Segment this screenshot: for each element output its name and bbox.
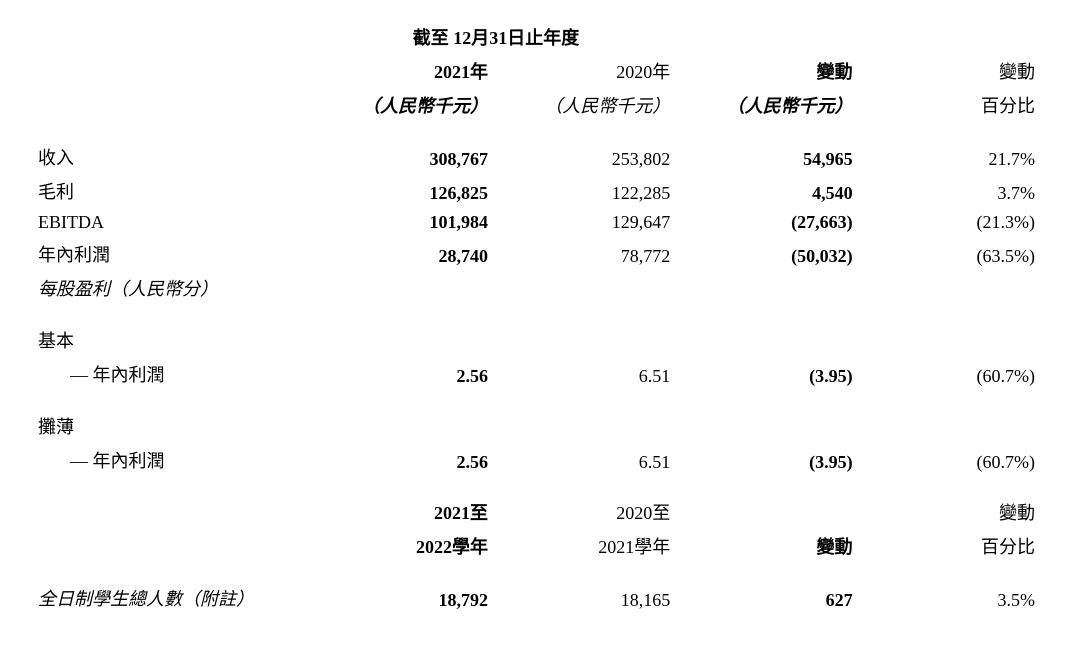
ebitda-c2: 129,647 — [496, 208, 678, 237]
row-revenue: 收入 308,767 253,802 54,965 21.7% — [30, 140, 1043, 174]
row-diluted-profit: — 年內利潤 2.56 6.51 (3.95) (60.7%) — [30, 443, 1043, 477]
header2-row-line1: 2021至 2020至 變動 — [30, 495, 1043, 529]
col1-year: 2021年 — [314, 54, 496, 88]
gross-profit-c1: 126,825 — [314, 174, 496, 208]
col4-label: 變動 — [861, 54, 1043, 88]
row-basic-profit: — 年內利潤 2.56 6.51 (3.95) (60.7%) — [30, 357, 1043, 391]
h2-col4-l2: 百分比 — [861, 529, 1043, 563]
revenue-c3: 54,965 — [678, 140, 860, 174]
students-c2: 18,165 — [496, 581, 678, 615]
header2-row-line2: 2022學年 2021學年 變動 百分比 — [30, 529, 1043, 563]
students-c4: 3.5% — [861, 581, 1043, 615]
diluted-profit-c1: 2.56 — [314, 443, 496, 477]
h2-col1-l1: 2021至 — [314, 495, 496, 529]
row-diluted-header: 攤薄 — [30, 409, 1043, 443]
ebitda-c1: 101,984 — [314, 208, 496, 237]
basic-header-label: 基本 — [30, 323, 314, 357]
row-gross-profit: 毛利 126,825 122,285 4,540 3.7% — [30, 174, 1043, 208]
gross-profit-c2: 122,285 — [496, 174, 678, 208]
diluted-profit-label: — 年內利潤 — [30, 443, 314, 477]
ebitda-c4: (21.3%) — [861, 208, 1043, 237]
diluted-profit-c2: 6.51 — [496, 443, 678, 477]
year-profit-c2: 78,772 — [496, 237, 678, 271]
row-ebitda: EBITDA 101,984 129,647 (27,663) (21.3%) — [30, 208, 1043, 237]
h2-col3-label: 變動 — [678, 529, 860, 563]
h2-col2-l2: 2021學年 — [496, 529, 678, 563]
row-year-profit: 年內利潤 28,740 78,772 (50,032) (63.5%) — [30, 237, 1043, 271]
col4-unit: 百分比 — [861, 88, 1043, 122]
students-c3: 627 — [678, 581, 860, 615]
h2-col4-l1: 變動 — [861, 495, 1043, 529]
header-row-year: 2021年 2020年 變動 變動 — [30, 54, 1043, 88]
col1-unit: （人民幣千元） — [314, 88, 496, 122]
eps-header-label: 每股盈利（人民幣分） — [30, 271, 314, 305]
col2-year: 2020年 — [496, 54, 678, 88]
diluted-header-label: 攤薄 — [30, 409, 314, 443]
year-profit-c4: (63.5%) — [861, 237, 1043, 271]
revenue-c2: 253,802 — [496, 140, 678, 174]
students-c1: 18,792 — [314, 581, 496, 615]
students-label: 全日制學生總人數（附註） — [30, 581, 314, 615]
row-students: 全日制學生總人數（附註） 18,792 18,165 627 3.5% — [30, 581, 1043, 615]
revenue-c4: 21.7% — [861, 140, 1043, 174]
revenue-c1: 308,767 — [314, 140, 496, 174]
year-profit-c1: 28,740 — [314, 237, 496, 271]
col2-unit: （人民幣千元） — [496, 88, 678, 122]
row-basic-header: 基本 — [30, 323, 1043, 357]
header-row-period: 截至 12月31日止年度 — [30, 20, 1043, 54]
basic-profit-c3: (3.95) — [678, 357, 860, 391]
gross-profit-label: 毛利 — [30, 174, 314, 208]
row-eps-header: 每股盈利（人民幣分） — [30, 271, 1043, 305]
basic-profit-c2: 6.51 — [496, 357, 678, 391]
basic-profit-c4: (60.7%) — [861, 357, 1043, 391]
header-row-unit: （人民幣千元） （人民幣千元） （人民幣千元） 百分比 — [30, 88, 1043, 122]
gross-profit-c4: 3.7% — [861, 174, 1043, 208]
financial-table: 截至 12月31日止年度 2021年 2020年 變動 變動 （人民幣千元） （… — [30, 20, 1043, 615]
ebitda-c3: (27,663) — [678, 208, 860, 237]
revenue-label: 收入 — [30, 140, 314, 174]
year-profit-label: 年內利潤 — [30, 237, 314, 271]
h2-col1-l2: 2022學年 — [314, 529, 496, 563]
gross-profit-c3: 4,540 — [678, 174, 860, 208]
h2-col2-l1: 2020至 — [496, 495, 678, 529]
diluted-profit-c4: (60.7%) — [861, 443, 1043, 477]
diluted-profit-c3: (3.95) — [678, 443, 860, 477]
basic-profit-label: — 年內利潤 — [30, 357, 314, 391]
ebitda-label: EBITDA — [30, 208, 314, 237]
col3-unit: （人民幣千元） — [678, 88, 860, 122]
col3-label: 變動 — [678, 54, 860, 88]
basic-profit-c1: 2.56 — [314, 357, 496, 391]
period-title: 截至 12月31日止年度 — [314, 20, 679, 54]
year-profit-c3: (50,032) — [678, 237, 860, 271]
